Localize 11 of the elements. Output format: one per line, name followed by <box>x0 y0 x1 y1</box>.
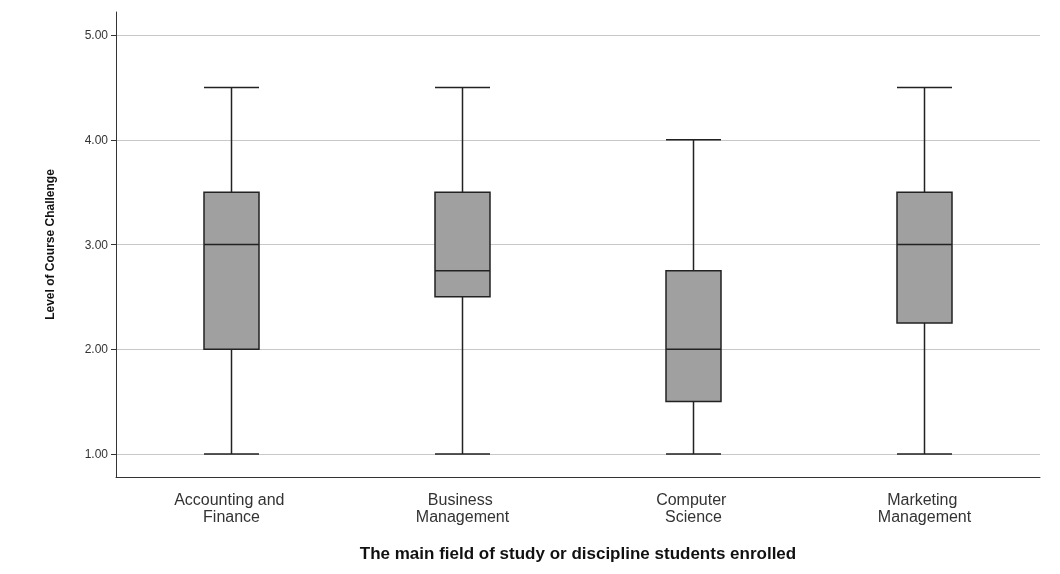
x-tick-label: Computer Science <box>656 491 731 525</box>
y-axis-title: Level of Course Challenge <box>43 168 57 320</box>
x-tick-label: Accounting and Finance <box>174 491 289 525</box>
y-tick-label: 4.00 <box>84 132 109 147</box>
x-axis-title: The main field of study or discipline students enrolled <box>359 544 797 563</box>
y-tick-label: 3.00 <box>84 237 109 252</box>
y-tick-label: 2.00 <box>84 342 109 357</box>
x-tick-label: Marketing Management <box>877 491 972 525</box>
y-tick-label: 5.00 <box>84 28 109 43</box>
y-tick-label: 1.00 <box>84 446 109 461</box>
x-tick-label: Business Management <box>415 491 510 525</box>
